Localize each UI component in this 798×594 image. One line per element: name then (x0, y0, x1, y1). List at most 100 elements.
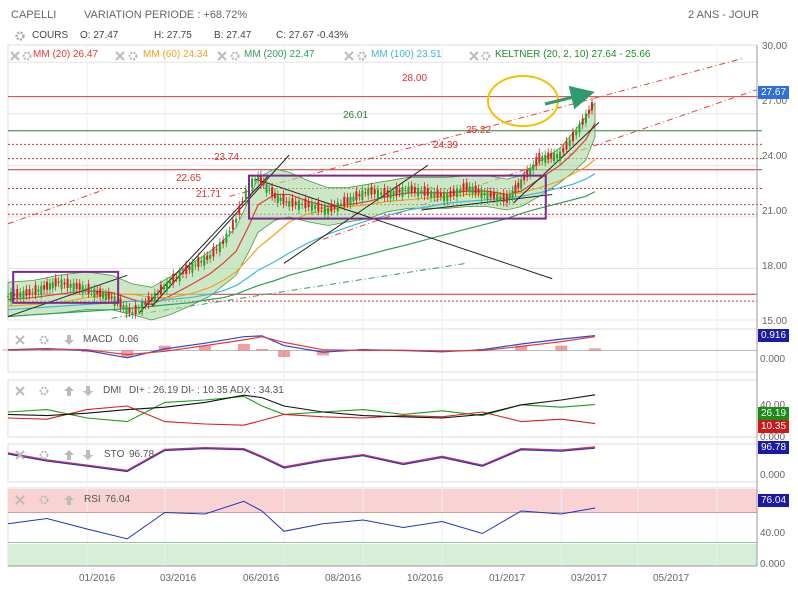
price-candle (113, 296, 116, 306)
price-candle (398, 189, 401, 193)
price-candle (480, 189, 483, 199)
price-candle (165, 281, 168, 291)
channel-line (229, 58, 742, 197)
arrow-up-icon[interactable] (63, 449, 75, 461)
price-candle (279, 197, 282, 201)
rsi-tick-label: 40.00 (760, 528, 786, 539)
legend-mm60[interactable]: MM (60) 24.34 (143, 49, 209, 60)
legend-open: O: 27.47 (80, 30, 119, 41)
gear-icon[interactable] (480, 50, 492, 62)
trend-line (7, 274, 128, 318)
legend-mm100[interactable]: MM (100) 23.51 (371, 49, 442, 60)
price-candle (153, 292, 156, 303)
macd-line (7, 335, 596, 359)
price-candle (90, 290, 93, 292)
price-candle (413, 187, 416, 193)
gear-icon[interactable] (229, 50, 241, 62)
price-candle (317, 201, 320, 211)
price-candle (22, 290, 25, 299)
close-icon[interactable] (343, 50, 355, 62)
close-icon[interactable] (14, 449, 26, 461)
channel-line (7, 188, 106, 225)
macd-histogram-bar (316, 350, 329, 356)
price-candle (439, 192, 442, 197)
price-candle (505, 194, 508, 203)
price-candle (110, 296, 113, 299)
price-candle (102, 292, 105, 299)
legend-low: B: 27.47 (214, 30, 252, 41)
rsi-overbought-zone (8, 489, 757, 512)
period-selector[interactable]: 2 ANS - JOUR (688, 9, 759, 21)
gear-icon[interactable] (38, 449, 50, 461)
gear-icon[interactable] (356, 50, 368, 62)
close-icon[interactable] (216, 50, 228, 62)
close-icon[interactable] (14, 334, 26, 346)
sto-badge: 96.78 (758, 441, 790, 454)
arrow-up-icon[interactable] (63, 494, 75, 506)
price-candle (575, 131, 578, 136)
price-candle (370, 186, 373, 195)
macd-histogram-bar (40, 349, 53, 351)
price-candle (456, 188, 459, 198)
gear-icon[interactable] (21, 50, 33, 62)
close-icon[interactable] (468, 50, 480, 62)
rsi-tick-label: 0.000 (760, 559, 786, 570)
price-candle (43, 285, 46, 290)
gear-icon[interactable] (14, 30, 26, 42)
sto-d-line (7, 447, 596, 473)
arrow-down-icon[interactable] (82, 449, 94, 461)
price-candle (238, 205, 241, 215)
gear-icon[interactable] (38, 494, 50, 506)
price-candle (499, 196, 502, 201)
price-candle (262, 181, 265, 185)
price-candle (483, 192, 486, 195)
close-icon[interactable] (9, 50, 21, 62)
price-candle (46, 281, 49, 290)
variation-label: VARIATION PERIODE : +68.72% (84, 9, 248, 21)
arrow-up-icon[interactable] (63, 385, 75, 397)
gear-icon[interactable] (38, 334, 50, 346)
sto-label: STO (104, 449, 125, 460)
price-candle (436, 189, 439, 198)
price-candle (225, 233, 228, 243)
sto-k-line (7, 446, 596, 472)
close-icon[interactable] (14, 494, 26, 506)
price-candle (346, 197, 349, 204)
close-icon[interactable] (114, 50, 126, 62)
price-candle (134, 304, 137, 315)
x-tick-label: 08/2016 (325, 573, 362, 584)
price-candle (141, 302, 144, 313)
legend-mm200[interactable]: MM (200) 22.47 (244, 49, 315, 60)
legend-cours[interactable]: COURS (32, 30, 69, 41)
price-candle (310, 202, 313, 211)
price-candle (389, 191, 392, 199)
price-candle (352, 196, 355, 202)
price-candle (544, 154, 547, 163)
gear-icon[interactable] (127, 50, 139, 62)
legend-close: C: 27.67 -0.43% (276, 30, 349, 41)
dmi-top-tick: 40.00 (760, 400, 786, 411)
price-candle (54, 278, 57, 287)
price-candle (486, 191, 489, 200)
price-candle (395, 186, 398, 196)
di-minus-line (7, 405, 596, 426)
price-candle (333, 204, 336, 209)
price-candle (48, 283, 51, 290)
legend-mm20[interactable]: MM (20) 26.47 (33, 49, 99, 60)
gear-icon[interactable] (38, 385, 50, 397)
price-candle (197, 257, 200, 267)
price-candle (364, 192, 367, 194)
price-candle (251, 178, 254, 188)
price-candle (508, 194, 511, 200)
price-candle (96, 290, 99, 295)
arrow-down-icon[interactable] (63, 334, 75, 346)
y-tick-label: 27.00 (762, 96, 788, 107)
price-candle (407, 186, 410, 194)
legend-keltner[interactable]: KELTNER (20, 2, 10) 27.64 - 25.66 (495, 49, 651, 60)
price-candle (19, 292, 22, 298)
price-candle (194, 264, 197, 266)
close-icon[interactable] (14, 385, 26, 397)
price-candle (231, 219, 234, 230)
arrow-down-icon[interactable] (82, 385, 94, 397)
